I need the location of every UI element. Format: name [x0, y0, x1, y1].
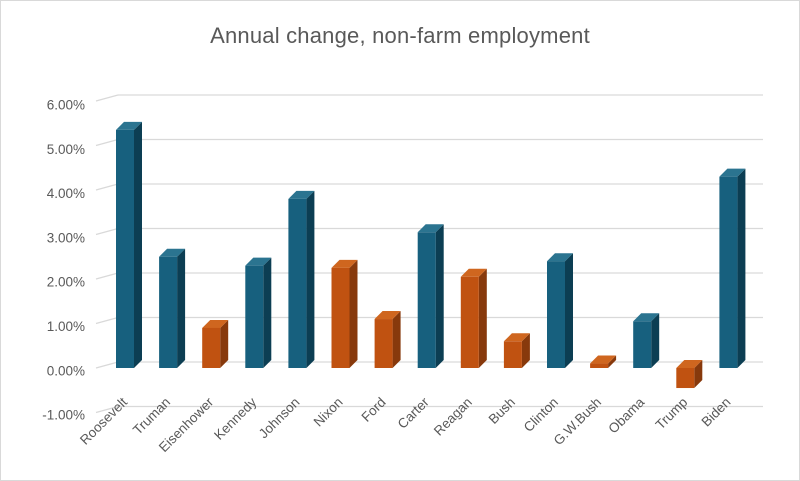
x-axis-label: Clinton: [521, 395, 561, 435]
bar-clinton-side: [565, 253, 573, 368]
bar-johnson: [288, 198, 307, 368]
y-axis-label: 6.00%: [47, 98, 85, 113]
bar-roosevelt-top: [116, 121, 142, 130]
gridline-depth-tick: [95, 361, 119, 369]
bar-g-w-bush-top: [590, 355, 617, 364]
y-axis-label: 0.00%: [47, 363, 85, 378]
gridline-depth-tick: [95, 316, 119, 325]
x-axis-label: Ford: [358, 395, 388, 425]
bar-ford-side: [392, 311, 401, 368]
bar-johnson-side: [306, 190, 315, 368]
y-axis-label: 2.00%: [47, 275, 85, 290]
bar-clinton: [547, 261, 565, 368]
bar-carter-top: [417, 224, 444, 233]
bar-ford-top: [374, 311, 401, 320]
bar-obama-top: [633, 313, 660, 322]
y-axis-label: 5.00%: [47, 142, 85, 157]
bar-clinton-top: [547, 253, 573, 262]
y-axis-label: -1.00%: [42, 408, 85, 423]
chart-title: Annual change, non-farm employment: [210, 23, 590, 48]
x-axis-label: Roosevelt: [77, 394, 130, 447]
x-axis-label: Johnson: [256, 395, 303, 442]
bar-trump-side: [694, 360, 703, 389]
bar-carter-side: [435, 224, 444, 368]
bar-trump: [676, 368, 695, 389]
x-axis-label: Biden: [698, 395, 733, 430]
bar-reagan: [460, 276, 479, 368]
gridline-depth-tick: [95, 227, 119, 236]
bar-truman: [159, 256, 178, 368]
gridline-depth-tick: [95, 94, 119, 102]
bar-g-w-bush: [590, 363, 609, 368]
bar-bush: [503, 341, 522, 368]
x-axis-label: Kennedy: [211, 394, 259, 442]
bar-biden: [719, 176, 738, 368]
bar-eisenhower-side: [220, 319, 229, 368]
bar-nixon-top: [331, 259, 358, 268]
bar-nixon: [331, 267, 350, 368]
bar-bush-top: [503, 333, 530, 342]
gridline-depth-tick: [95, 183, 119, 191]
bar-biden-side: [737, 168, 746, 368]
bar-roosevelt: [116, 129, 134, 368]
bar-kennedy-top: [245, 257, 272, 266]
y-axis-label: 4.00%: [47, 186, 85, 201]
x-axis-label: Trump: [653, 395, 691, 433]
bar-biden-top: [719, 168, 746, 177]
bar-ford: [374, 319, 393, 368]
gridline-depth-tick: [95, 138, 119, 147]
y-axis-label: 1.00%: [47, 319, 85, 334]
bar-johnson-top: [288, 190, 315, 199]
bar-roosevelt-side: [134, 121, 142, 368]
bar-reagan-top: [460, 268, 487, 277]
x-axis-label: Obama: [605, 394, 647, 436]
x-axis-label: G.W.Bush: [551, 395, 605, 449]
x-axis-label: Truman: [130, 395, 173, 438]
bar-bush-side: [521, 333, 530, 368]
bar-eisenhower: [202, 327, 221, 368]
gridline-depth-tick: [95, 405, 119, 414]
bar-kennedy: [245, 265, 264, 368]
x-axis-label: Nixon: [311, 395, 346, 430]
bar-g-w-bush-side: [608, 355, 617, 368]
bar-nixon-side: [349, 259, 358, 368]
x-axis-label: Reagan: [431, 395, 475, 439]
x-axis-label: Carter: [395, 394, 432, 431]
bar-reagan-side: [478, 268, 487, 368]
gridline-depth-tick: [95, 272, 119, 280]
bar-kennedy-side: [263, 257, 272, 368]
x-axis-label: Bush: [486, 395, 518, 427]
y-axis-label: 3.00%: [47, 230, 85, 245]
bar-trump-top: [676, 360, 703, 368]
bar-obama-side: [651, 313, 660, 368]
bar-truman-side: [177, 248, 186, 368]
bar-obama: [633, 321, 652, 368]
bar-truman-top: [159, 248, 186, 257]
bar-eisenhower-top: [202, 319, 229, 328]
bar-carter: [417, 232, 436, 368]
